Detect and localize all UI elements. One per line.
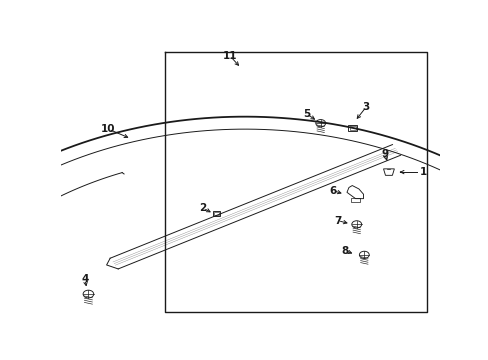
Bar	[212, 211, 220, 216]
Text: 2: 2	[199, 203, 206, 213]
Text: 6: 6	[329, 186, 336, 196]
Text: 8: 8	[340, 246, 347, 256]
Text: 10: 10	[101, 124, 116, 134]
Text: 7: 7	[333, 216, 341, 226]
Text: 3: 3	[362, 102, 369, 112]
Text: 11: 11	[222, 51, 237, 61]
Text: 9: 9	[381, 149, 388, 159]
Bar	[213, 212, 219, 215]
Bar	[347, 125, 357, 131]
Text: 1: 1	[419, 167, 426, 177]
Bar	[350, 198, 359, 202]
Text: 5: 5	[303, 109, 310, 119]
Text: 4: 4	[81, 274, 88, 284]
Bar	[349, 126, 355, 130]
